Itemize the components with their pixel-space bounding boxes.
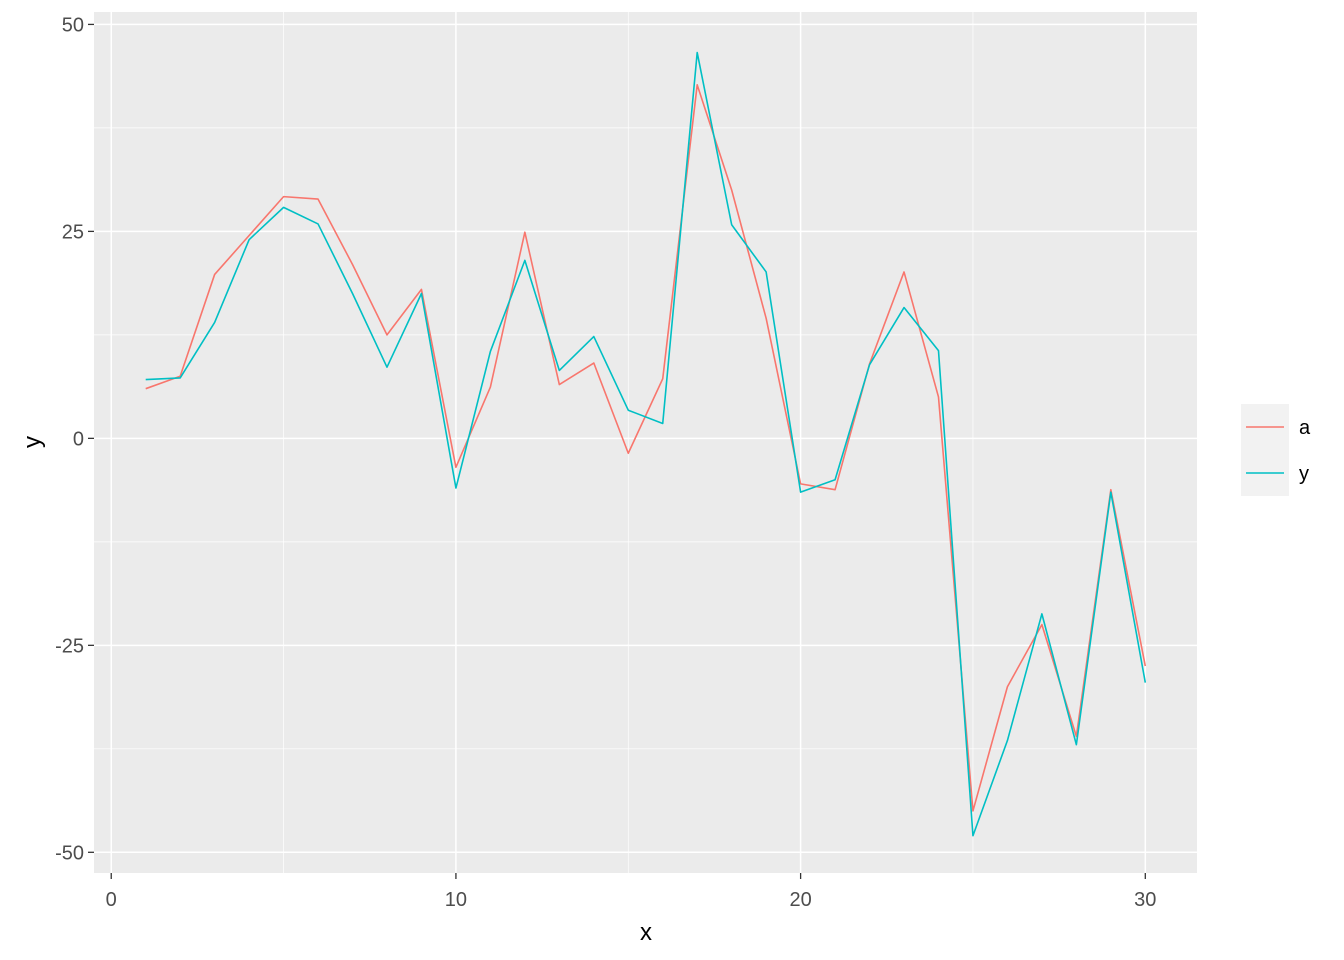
x-tick-label: 10 — [445, 889, 467, 911]
y-tick-label: 0 — [73, 428, 84, 450]
y-tick-label: -50 — [55, 842, 84, 864]
y-tick-label: -25 — [55, 635, 84, 657]
y-axis-title: y — [19, 436, 46, 448]
x-tick-label: 30 — [1134, 889, 1156, 911]
legend-label-a: a — [1299, 417, 1311, 439]
y-tick-label: 50 — [62, 14, 84, 36]
plot-panel — [94, 12, 1197, 873]
x-tick-label: 20 — [789, 889, 811, 911]
x-axis-title: x — [640, 919, 652, 946]
y-axis-tick-labels: -50 -25 0 25 50 — [55, 14, 84, 864]
y-tick-label: 25 — [62, 221, 84, 243]
x-tick-label: 0 — [106, 889, 117, 911]
legend: a y — [1241, 404, 1311, 496]
x-axis-tick-labels: 0 10 20 30 — [106, 889, 1157, 911]
legend-label-y: y — [1299, 463, 1309, 485]
